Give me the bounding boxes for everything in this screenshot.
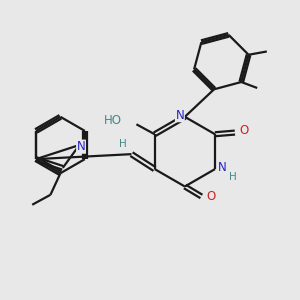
Text: O: O — [207, 190, 216, 203]
Text: N: N — [77, 140, 85, 153]
Text: H: H — [119, 139, 127, 149]
Text: H: H — [230, 172, 237, 182]
Text: HO: HO — [103, 115, 122, 128]
Text: O: O — [240, 124, 249, 137]
Text: N: N — [218, 161, 227, 174]
Text: N: N — [176, 109, 184, 122]
